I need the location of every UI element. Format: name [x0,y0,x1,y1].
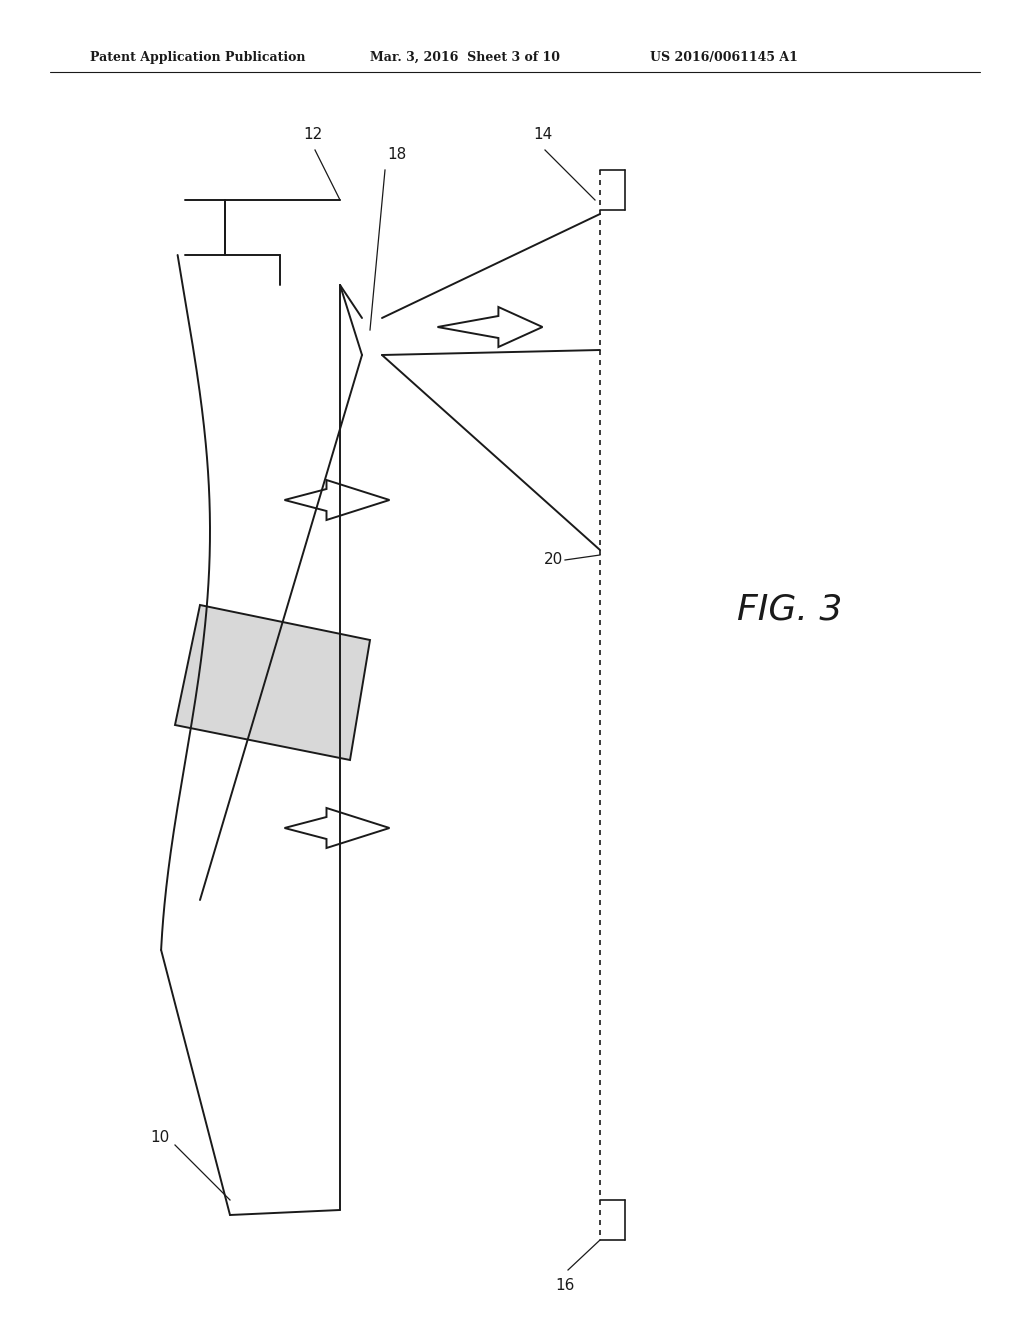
Polygon shape [285,808,389,847]
Text: 12: 12 [303,127,323,143]
Text: 20: 20 [544,553,563,568]
Text: 14: 14 [534,127,553,143]
Polygon shape [175,605,370,760]
Text: Patent Application Publication: Patent Application Publication [90,50,305,63]
Polygon shape [437,308,543,347]
Text: Mar. 3, 2016  Sheet 3 of 10: Mar. 3, 2016 Sheet 3 of 10 [370,50,560,63]
Text: 18: 18 [387,147,407,162]
Text: 16: 16 [555,1278,574,1294]
Text: FIG. 3: FIG. 3 [737,593,843,627]
Text: 10: 10 [151,1130,170,1144]
Text: US 2016/0061145 A1: US 2016/0061145 A1 [650,50,798,63]
Polygon shape [285,480,389,520]
